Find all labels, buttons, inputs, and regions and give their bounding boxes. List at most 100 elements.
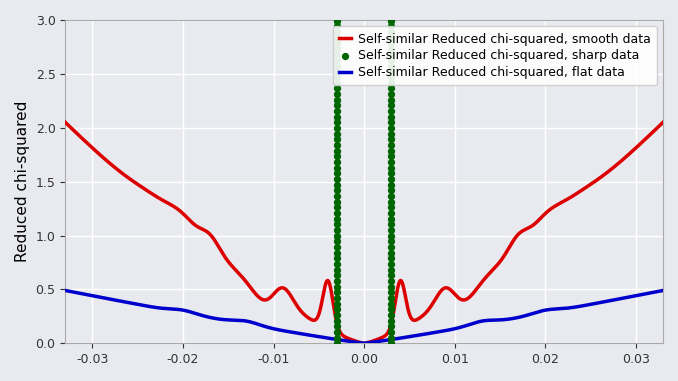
Point: [386, 148, 397, 154]
Self-similar Reduced chi-squared, sharp data: [332, 18, 342, 24]
Point: [386, 80, 397, 86]
Point: [386, 301, 397, 307]
Self-similar Reduced chi-squared, sharp data: [332, 233, 342, 239]
Point: [386, 46, 397, 52]
Self-similar Reduced chi-squared, smooth data: [61, 120, 69, 125]
Self-similar Reduced chi-squared, sharp data: [332, 46, 342, 52]
Self-similar Reduced chi-squared, sharp data: [332, 6, 342, 12]
Self-similar Reduced chi-squared, sharp data: [332, 74, 342, 80]
Self-similar Reduced chi-squared, sharp data: [332, 329, 342, 335]
Point: [386, 12, 397, 18]
Point: [386, 159, 397, 165]
Self-similar Reduced chi-squared, sharp data: [332, 261, 342, 267]
Point: [386, 136, 397, 142]
Point: [386, 193, 397, 199]
Self-similar Reduced chi-squared, sharp data: [332, 23, 342, 29]
Point: [386, 85, 397, 91]
Point: [386, 289, 397, 295]
Point: [386, 318, 397, 324]
Y-axis label: Reduced chi-squared: Reduced chi-squared: [15, 101, 30, 263]
Point: [386, 176, 397, 182]
Point: [386, 57, 397, 63]
Self-similar Reduced chi-squared, sharp data: [332, 35, 342, 41]
Self-similar Reduced chi-squared, sharp data: [332, 272, 342, 279]
Self-similar Reduced chi-squared, sharp data: [332, 335, 342, 341]
Point: [386, 187, 397, 194]
Point: [386, 255, 397, 261]
Point: [386, 35, 397, 41]
Self-similar Reduced chi-squared, sharp data: [332, 187, 342, 194]
Point: [386, 69, 397, 75]
Point: [386, 261, 397, 267]
Self-similar Reduced chi-squared, flat data: [583, 303, 591, 307]
Point: [386, 63, 397, 69]
Point: [386, 199, 397, 205]
Point: [386, 29, 397, 35]
Self-similar Reduced chi-squared, sharp data: [332, 51, 342, 58]
Self-similar Reduced chi-squared, sharp data: [332, 227, 342, 233]
Self-similar Reduced chi-squared, sharp data: [332, 283, 342, 290]
Point: [386, 108, 397, 114]
Self-similar Reduced chi-squared, sharp data: [332, 210, 342, 216]
Self-similar Reduced chi-squared, sharp data: [332, 295, 342, 301]
Self-similar Reduced chi-squared, sharp data: [332, 182, 342, 188]
Point: [386, 340, 397, 346]
Point: [386, 216, 397, 222]
Point: [386, 165, 397, 171]
Self-similar Reduced chi-squared, smooth data: [165, 202, 173, 206]
Point: [386, 227, 397, 233]
Self-similar Reduced chi-squared, sharp data: [332, 154, 342, 160]
Self-similar Reduced chi-squared, sharp data: [332, 340, 342, 346]
Self-similar Reduced chi-squared, flat data: [129, 301, 138, 306]
Self-similar Reduced chi-squared, sharp data: [332, 85, 342, 91]
Point: [386, 154, 397, 160]
Self-similar Reduced chi-squared, flat data: [61, 288, 69, 293]
Self-similar Reduced chi-squared, flat data: [290, 330, 298, 335]
Self-similar Reduced chi-squared, sharp data: [332, 80, 342, 86]
Line: Self-similar Reduced chi-squared, flat data: Self-similar Reduced chi-squared, flat d…: [65, 290, 663, 343]
Self-similar Reduced chi-squared, sharp data: [332, 91, 342, 97]
Point: [386, 204, 397, 210]
Point: [386, 142, 397, 148]
Self-similar Reduced chi-squared, sharp data: [332, 165, 342, 171]
Self-similar Reduced chi-squared, flat data: [659, 288, 667, 293]
Self-similar Reduced chi-squared, sharp data: [332, 244, 342, 250]
Point: [386, 278, 397, 284]
Self-similar Reduced chi-squared, sharp data: [332, 238, 342, 244]
Self-similar Reduced chi-squared, flat data: [165, 306, 173, 311]
Self-similar Reduced chi-squared, sharp data: [332, 323, 342, 329]
Point: [386, 91, 397, 97]
Self-similar Reduced chi-squared, sharp data: [332, 108, 342, 114]
Point: [386, 182, 397, 188]
Point: [386, 233, 397, 239]
Point: [386, 74, 397, 80]
Self-similar Reduced chi-squared, flat data: [317, 335, 325, 339]
Point: [386, 210, 397, 216]
Point: [386, 312, 397, 318]
Self-similar Reduced chi-squared, sharp data: [332, 57, 342, 63]
Self-similar Reduced chi-squared, sharp data: [332, 221, 342, 227]
Point: [386, 23, 397, 29]
Self-similar Reduced chi-squared, smooth data: [290, 299, 298, 304]
Self-similar Reduced chi-squared, sharp data: [332, 176, 342, 182]
Self-similar Reduced chi-squared, smooth data: [129, 179, 138, 184]
Point: [386, 250, 397, 256]
Point: [386, 6, 397, 12]
Self-similar Reduced chi-squared, sharp data: [332, 301, 342, 307]
Self-similar Reduced chi-squared, sharp data: [332, 119, 342, 125]
Point: [386, 131, 397, 137]
Self-similar Reduced chi-squared, sharp data: [332, 125, 342, 131]
Self-similar Reduced chi-squared, sharp data: [332, 250, 342, 256]
Self-similar Reduced chi-squared, sharp data: [332, 306, 342, 312]
Point: [386, 125, 397, 131]
Self-similar Reduced chi-squared, sharp data: [332, 216, 342, 222]
Point: [386, 267, 397, 273]
Point: [386, 97, 397, 103]
Self-similar Reduced chi-squared, sharp data: [332, 29, 342, 35]
Self-similar Reduced chi-squared, sharp data: [332, 69, 342, 75]
Point: [386, 283, 397, 290]
Self-similar Reduced chi-squared, sharp data: [332, 193, 342, 199]
Self-similar Reduced chi-squared, sharp data: [332, 278, 342, 284]
Self-similar Reduced chi-squared, smooth data: [659, 120, 667, 125]
Self-similar Reduced chi-squared, smooth data: [583, 184, 591, 189]
